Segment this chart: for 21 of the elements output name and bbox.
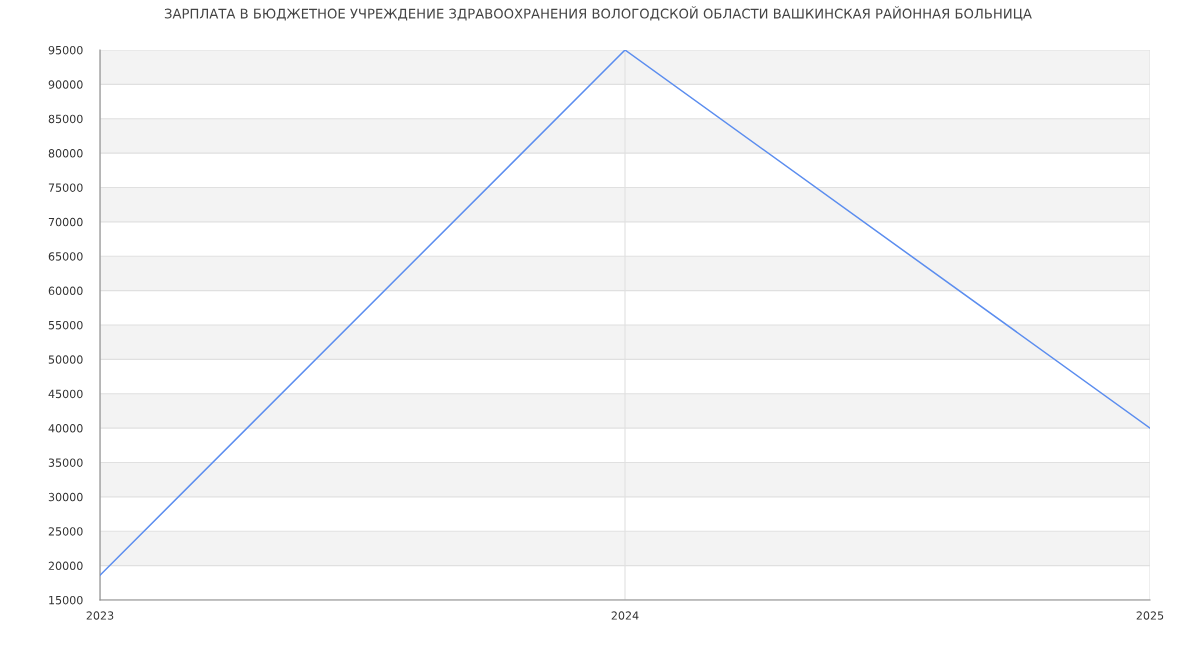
chart-title: ЗАРПЛАТА В БЮДЖЕТНОЕ УЧРЕЖДЕНИЕ ЗДРАВООХРАНЕНИЯ ВОЛОГОДСКОЙ ОБЛАСТИ ВАШКИНСКАЯ РАЙОННАЯ БОЛЬНИЦА — [164, 6, 1032, 21]
y-tick-label: 35000 — [48, 458, 83, 467]
x-tick-label: 2025 — [1136, 611, 1164, 620]
y-tick-label: 65000 — [48, 252, 83, 261]
y-tick-label: 90000 — [48, 80, 83, 89]
y-tick-label: 20000 — [48, 561, 83, 570]
y-tick-label: 40000 — [48, 424, 83, 433]
y-tick-label: 60000 — [48, 286, 83, 295]
x-tick-label: 2024 — [611, 611, 639, 620]
y-tick-label: 85000 — [48, 114, 83, 124]
y-tick-label: 75000 — [48, 183, 83, 192]
y-tick-label: 70000 — [48, 217, 83, 227]
x-tick-label: 2023 — [86, 611, 114, 620]
y-tick-label: 25000 — [48, 527, 83, 536]
y-tick-label: 50000 — [48, 355, 83, 364]
y-tick-label: 55000 — [48, 320, 83, 330]
y-tick-label: 15000 — [49, 595, 83, 605]
y-tick-label: 30000 — [48, 492, 83, 502]
y-tick-label: 45000 — [48, 389, 83, 399]
y-tick-label: 80000 — [48, 149, 83, 158]
y-tick-label: 95000 — [48, 45, 83, 55]
